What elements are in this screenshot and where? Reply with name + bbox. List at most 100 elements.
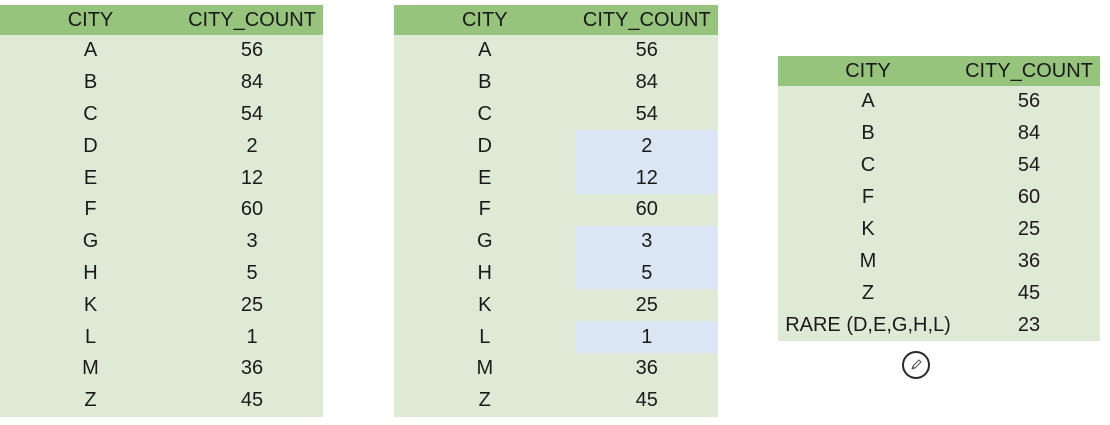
city-cell: Z	[778, 277, 958, 310]
city-cell: B	[0, 66, 181, 99]
table-row: C 54	[778, 149, 1100, 182]
rare-count-cell: 12	[575, 162, 718, 194]
table-row: K 25	[778, 213, 1100, 246]
city-cell: G	[394, 225, 576, 258]
city-cell: Z	[394, 384, 576, 417]
count-cell: 54	[575, 98, 718, 131]
city-cell: A	[778, 86, 958, 118]
pencil-icon	[911, 359, 922, 370]
count-cell: 36	[181, 352, 323, 385]
table-row: B 84	[394, 66, 718, 99]
table-row: K 25	[394, 289, 718, 322]
city-cell: A	[0, 35, 181, 67]
count-cell: 3	[181, 225, 323, 258]
city-count-column-header: CITY_COUNT	[575, 5, 718, 35]
table-row: C 54	[0, 98, 323, 131]
city-column-header: CITY	[0, 5, 181, 35]
rare-count-cell: 1	[575, 321, 718, 353]
city-cell: B	[778, 117, 958, 150]
count-cell: 36	[958, 245, 1100, 278]
table-row: C 54	[394, 98, 718, 131]
count-cell: 12	[181, 162, 323, 194]
city-cell: E	[0, 162, 181, 194]
city-cell: G	[0, 225, 181, 258]
city-cell: D	[394, 130, 576, 163]
pencil-cursor-icon	[902, 351, 930, 379]
table-row: Z 45	[0, 384, 323, 417]
table-row: A 56	[394, 35, 718, 67]
rare-count-cell: 3	[575, 225, 718, 258]
city-cell: B	[394, 66, 576, 99]
city-cell: E	[394, 162, 576, 194]
table-row: Z 45	[394, 384, 718, 417]
count-cell: 25	[181, 289, 323, 322]
city-cell: A	[394, 35, 576, 67]
city-cell: K	[394, 289, 576, 322]
city-count-column-header: CITY_COUNT	[181, 5, 323, 35]
table-header-row: CITY CITY_COUNT	[778, 56, 1100, 86]
city-cell: K	[778, 213, 958, 246]
table-row: A 56	[0, 35, 323, 67]
count-cell: 36	[575, 352, 718, 385]
count-cell: 56	[181, 35, 323, 67]
count-cell: 60	[181, 193, 323, 226]
count-cell: 25	[575, 289, 718, 322]
table-header-row: CITY CITY_COUNT	[394, 5, 718, 35]
city-cell: M	[778, 245, 958, 278]
city-cell: L	[394, 321, 576, 353]
city-column-header: CITY	[394, 5, 576, 35]
city-cell: H	[394, 257, 576, 290]
table-row: F 60	[394, 193, 718, 226]
city-cell: M	[394, 352, 576, 385]
count-cell: 25	[958, 213, 1100, 246]
table-row: F 60	[0, 193, 323, 226]
count-cell: 1	[181, 321, 323, 353]
count-cell: 84	[958, 117, 1100, 150]
count-cell: 84	[575, 66, 718, 99]
count-cell: 45	[575, 384, 718, 417]
table-header-row: CITY CITY_COUNT	[0, 5, 323, 35]
rare-group-city-cell: RARE (D,E,G,H,L)	[778, 309, 958, 342]
count-cell: 54	[181, 98, 323, 131]
count-cell: 5	[181, 257, 323, 290]
table-row: RARE (D,E,G,H,L) 23	[778, 309, 1100, 342]
city-cell: F	[778, 181, 958, 214]
table-row: M 36	[0, 352, 323, 385]
city-cell: F	[0, 193, 181, 226]
count-cell: 45	[958, 277, 1100, 310]
table-row: K 25	[0, 289, 323, 322]
count-cell: 56	[958, 86, 1100, 118]
table-row: M 36	[394, 352, 718, 385]
city-cell: C	[778, 149, 958, 182]
city-count-table-grouped: CITY CITY_COUNT A 56 B 84 C 54 F 60 K 25 M 36 …	[778, 56, 1100, 342]
table-row: B 84	[0, 66, 323, 99]
rare-group-count-cell: 23	[958, 309, 1100, 342]
city-cell: C	[0, 98, 181, 131]
city-cell: C	[394, 98, 576, 131]
table-row: E 12	[0, 162, 323, 194]
city-cell: L	[0, 321, 181, 353]
city-cell: Z	[0, 384, 181, 417]
table-row: Z 45	[778, 277, 1100, 310]
city-cell: F	[394, 193, 576, 226]
count-cell: 60	[958, 181, 1100, 214]
count-cell: 2	[181, 130, 323, 163]
city-cell: D	[0, 130, 181, 163]
city-cell: M	[0, 352, 181, 385]
count-cell: 56	[575, 35, 718, 67]
rare-count-cell: 5	[575, 257, 718, 290]
table-row: F 60	[778, 181, 1100, 214]
city-count-column-header: CITY_COUNT	[958, 56, 1100, 86]
count-cell: 54	[958, 149, 1100, 182]
count-cell: 84	[181, 66, 323, 99]
table-row: E 12	[394, 162, 718, 194]
count-cell: 45	[181, 384, 323, 417]
